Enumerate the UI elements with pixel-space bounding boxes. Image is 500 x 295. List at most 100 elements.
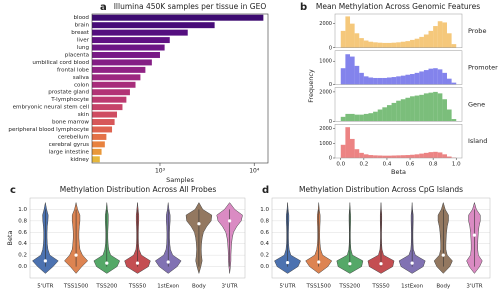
series-label: Probe — [468, 27, 486, 35]
x-tick-label: 0.4 — [383, 162, 392, 168]
histogram-bar — [405, 97, 411, 122]
median-dot — [348, 262, 352, 266]
histogram-bar — [410, 74, 415, 85]
bar — [92, 104, 123, 111]
x-axis-label: Beta — [391, 168, 406, 176]
category-label: prostate gland — [48, 90, 89, 96]
chart-title: Methylation Distribution Across CpG Isla… — [299, 185, 463, 194]
category-label: frontal lobe — [57, 67, 90, 73]
histogram-bar — [446, 33, 452, 48]
histogram-bar — [354, 114, 360, 122]
histogram-bar — [382, 107, 387, 122]
median-dot — [228, 219, 232, 223]
y-tick-label: 2000 — [319, 21, 332, 27]
median-dot — [43, 259, 47, 263]
histogram-bar — [386, 155, 392, 158]
category-label: brain — [75, 23, 90, 29]
histogram-bar — [446, 78, 452, 85]
x-tick-label: 1.0 — [452, 162, 461, 168]
x-tick-label: 0.2 — [359, 162, 368, 168]
histogram-bar — [391, 77, 397, 85]
histogram-bar — [400, 99, 406, 122]
category-label: colon — [74, 82, 89, 88]
histogram-bar — [419, 71, 424, 85]
histogram-bar — [368, 77, 374, 85]
histogram-bar — [382, 42, 387, 48]
x-tick-label: 1stExon — [401, 284, 423, 290]
histogram-bar — [442, 72, 447, 85]
category-label: large intestine — [49, 149, 90, 155]
x-tick-label: 0.0 — [336, 162, 345, 168]
histogram-bar — [363, 113, 369, 122]
histogram-bar — [386, 105, 392, 122]
y-tick-label: 0 — [329, 45, 332, 51]
x-tick-label: 0.8 — [429, 162, 438, 168]
x-tick-label: 10³ — [155, 168, 166, 175]
histogram-bar — [345, 16, 351, 48]
x-tick-label: TSS1500 — [306, 284, 332, 290]
histogram-bar — [340, 68, 346, 85]
category-label: kidney — [70, 157, 89, 163]
category-label: breast — [71, 30, 90, 36]
histogram-bar — [410, 39, 415, 48]
y-axis-label: Frequency — [307, 69, 315, 103]
bar — [92, 44, 165, 51]
y-tick-label: 0 — [329, 156, 332, 162]
category-label: placenta — [65, 52, 89, 58]
histogram-bar — [368, 113, 374, 122]
category-label: skin — [78, 112, 90, 118]
category-label: umbilical cord blood — [32, 60, 89, 66]
histogram-bar — [414, 154, 420, 158]
histogram-bar — [423, 70, 429, 85]
series-label: Island — [468, 137, 487, 145]
histogram-bar — [442, 22, 447, 48]
y-tick-label: 0.4 — [260, 241, 269, 247]
bar — [92, 133, 107, 140]
category-label: liver — [77, 38, 90, 44]
histogram-bar — [377, 42, 383, 48]
y-tick-label: 0.0 — [260, 264, 269, 270]
histogram-bar — [345, 54, 351, 85]
histogram-bar — [386, 42, 392, 48]
histogram-bar — [382, 77, 387, 85]
histogram-bar — [377, 155, 383, 158]
median-dot — [441, 253, 445, 257]
panel-letter: b — [300, 2, 307, 13]
x-tick-label: 5'UTR — [37, 284, 53, 290]
histogram-bar — [410, 154, 415, 158]
histogram-bar — [400, 75, 406, 85]
bar — [92, 37, 170, 44]
category-label: T-lymphocyte — [50, 97, 89, 103]
histogram-bar — [433, 151, 438, 158]
histogram-bar — [451, 119, 457, 122]
histogram-bar — [433, 26, 438, 48]
histogram-bar — [437, 21, 443, 48]
x-tick-label: 10⁴ — [249, 168, 260, 175]
histogram-bar — [350, 113, 355, 122]
histogram-bar — [386, 77, 392, 85]
subplot-frame — [334, 50, 463, 85]
histogram-bar — [354, 65, 360, 85]
bar — [92, 29, 188, 36]
category-label: lung — [77, 45, 90, 51]
histogram-bar — [354, 149, 360, 158]
bar — [92, 111, 118, 118]
y-tick-label: 0.4 — [18, 241, 27, 247]
histogram-bar — [433, 68, 438, 85]
bar — [92, 81, 136, 88]
y-tick-label: 0.2 — [18, 253, 27, 259]
histogram-bar — [446, 109, 452, 122]
bar — [92, 66, 146, 73]
y-tick-label: 1.0 — [18, 207, 27, 213]
x-axis-label: Samples — [166, 176, 194, 184]
histogram-bar — [433, 91, 438, 122]
histogram-bar — [377, 109, 383, 122]
histogram-bar — [437, 152, 443, 158]
histogram-bar — [359, 38, 364, 48]
median-dot — [166, 260, 170, 264]
histogram-bar — [373, 111, 378, 122]
histogram-bar — [400, 155, 406, 158]
histogram-bar — [340, 144, 346, 158]
histogram-bar — [359, 114, 364, 122]
histogram-bar — [391, 102, 397, 122]
